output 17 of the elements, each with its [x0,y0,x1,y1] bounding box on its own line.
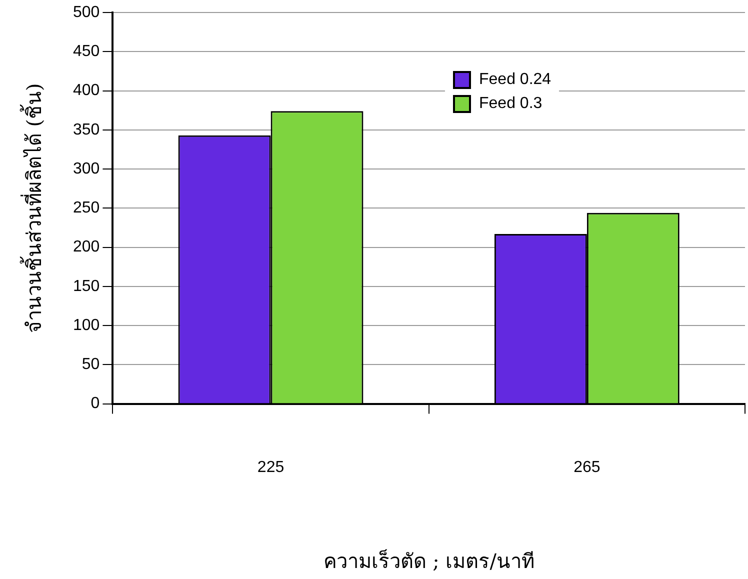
y-tick-label: 300 [72,160,100,178]
y-tick-label: 100 [72,316,100,334]
y-tick-label: 0 [90,395,100,412]
y-tick-label: 350 [72,121,100,138]
x-tick-label: 225 [257,458,284,476]
y-tick-label: 400 [72,82,100,100]
legend-label: Feed 0.3 [479,95,542,113]
y-tick-label: 200 [72,238,100,256]
legend-label: Feed 0.24 [479,71,552,89]
x-axis-title: ความเร็วตัด ; เมตร/นาที [323,548,534,574]
y-tick-label: 500 [72,4,100,22]
y-tick-label: 450 [72,43,100,60]
y-tick-label: 50 [82,356,100,374]
y-tick-label: 250 [72,200,100,217]
y-tick-label: 150 [72,278,100,295]
x-tick-label: 265 [574,458,600,476]
y-axis-title: จำนวนชิ้นส่วนที่ผลิตได้ (ชิ้น) [20,83,46,334]
